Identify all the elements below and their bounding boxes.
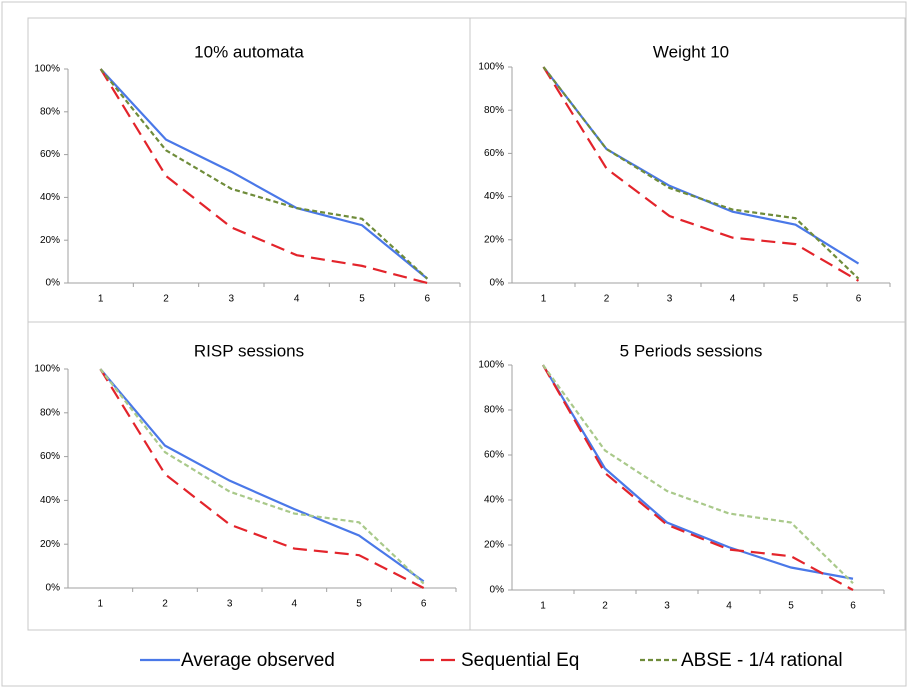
y-tick-label: 40% <box>40 495 60 506</box>
series-line <box>99 368 425 583</box>
x-tick-label: 5 <box>793 294 799 305</box>
y-tick-label: 0% <box>46 583 61 594</box>
y-tick-label: 80% <box>484 405 504 416</box>
y-tick-label: 40% <box>484 495 504 506</box>
series-line <box>542 364 854 591</box>
y-tick-label: 100% <box>478 62 504 73</box>
y-tick-label: 40% <box>40 192 60 203</box>
x-tick-label: 4 <box>730 294 736 305</box>
y-tick-label: 20% <box>40 539 60 550</box>
x-tick-label: 1 <box>540 601 546 612</box>
x-tick-label: 2 <box>604 294 610 305</box>
x-tick-label: 2 <box>602 601 608 612</box>
chart-title: 10% automata <box>194 42 304 61</box>
x-tick-label: 3 <box>229 294 235 305</box>
y-tick-label: 20% <box>40 235 60 246</box>
y-tick-label: 0% <box>490 278 505 289</box>
legend-label: ABSE - 1/4 rational <box>681 650 843 671</box>
series-line <box>542 364 854 580</box>
chart-title: RISP sessions <box>194 341 304 360</box>
y-tick-label: 80% <box>40 106 60 117</box>
series-line <box>542 66 860 280</box>
x-tick-label: 3 <box>664 601 670 612</box>
series-line <box>542 66 860 282</box>
x-tick-label: 6 <box>850 601 856 612</box>
x-tick-label: 4 <box>294 294 300 305</box>
series-line <box>99 368 425 585</box>
y-tick-label: 0% <box>490 585 505 596</box>
series-line <box>99 68 429 280</box>
panel-frame <box>27 17 906 631</box>
legend-label: Average observed <box>181 650 335 671</box>
x-tick-label: 3 <box>227 599 233 610</box>
x-tick-label: 2 <box>163 294 169 305</box>
y-tick-label: 80% <box>484 105 504 116</box>
y-tick-label: 60% <box>40 451 60 462</box>
y-tick-label: 40% <box>484 191 504 202</box>
x-tick-label: 6 <box>425 294 431 305</box>
y-tick-label: 60% <box>40 149 60 160</box>
chart-title: 5 Periods sessions <box>620 341 763 360</box>
x-tick-label: 1 <box>98 599 104 610</box>
series-line <box>99 68 428 285</box>
series-line <box>542 364 854 585</box>
x-tick-label: 3 <box>667 294 673 305</box>
y-tick-label: 100% <box>34 64 60 75</box>
x-tick-label: 6 <box>421 599 427 610</box>
y-tick-label: 20% <box>484 234 504 245</box>
x-tick-label: 5 <box>356 599 362 610</box>
y-tick-label: 100% <box>34 364 60 375</box>
y-tick-label: 0% <box>46 278 61 289</box>
x-tick-label: 6 <box>856 294 862 305</box>
series-line <box>99 368 425 589</box>
x-tick-label: 4 <box>726 601 732 612</box>
y-tick-label: 80% <box>40 407 60 418</box>
x-tick-label: 4 <box>292 599 298 610</box>
series-line <box>99 68 429 280</box>
x-tick-label: 1 <box>541 294 547 305</box>
x-tick-label: 5 <box>359 294 365 305</box>
y-tick-label: 60% <box>484 450 504 461</box>
x-tick-label: 5 <box>788 601 794 612</box>
y-tick-label: 60% <box>484 148 504 159</box>
x-tick-label: 1 <box>98 294 104 305</box>
x-tick-label: 2 <box>162 599 168 610</box>
chart-title: Weight 10 <box>653 42 729 61</box>
y-tick-label: 20% <box>484 540 504 551</box>
legend-label: Sequential Eq <box>461 650 579 671</box>
y-tick-label: 100% <box>478 360 504 371</box>
